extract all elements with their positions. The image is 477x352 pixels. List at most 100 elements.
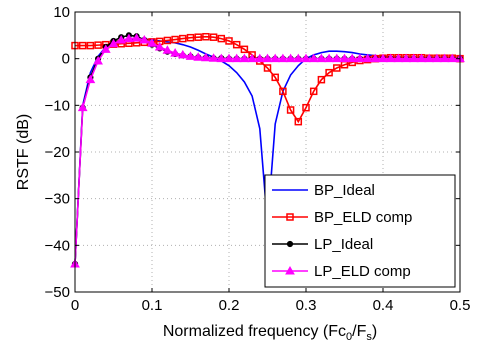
- x-tick-label: 0.5: [450, 297, 471, 314]
- data-point-lp-eld-comp: [193, 52, 204, 61]
- data-point-lp-eld-comp: [347, 53, 358, 63]
- data-point-lp-eld-comp: [301, 53, 311, 63]
- data-point-lp-eld-comp: [147, 38, 157, 47]
- data-point-lp-eld-comp: [355, 53, 365, 63]
- series-layer: [70, 32, 465, 268]
- data-point-lp-eld-comp: [201, 52, 211, 62]
- data-point-lp-eld-comp: [270, 53, 281, 63]
- data-point-lp-eld-comp: [116, 34, 127, 44]
- y-tick-label: −30: [45, 191, 70, 208]
- data-point-bp-eld-comp: [78, 41, 87, 50]
- x-tick-label: 0.1: [142, 297, 163, 314]
- data-point-lp-eld-comp: [401, 53, 411, 63]
- legend-swatch-marker: [285, 265, 295, 275]
- data-point-bp-eld-comp: [194, 33, 202, 41]
- data-point-lp-eld-comp: [254, 53, 265, 63]
- data-point-lp-eld-comp: [108, 38, 119, 48]
- x-axis-title-mid: /F: [352, 323, 366, 340]
- data-point-bp-eld-comp: [232, 40, 241, 49]
- x-tick-label: 0.3: [296, 297, 317, 314]
- data-point-lp-eld-comp: [131, 33, 142, 42]
- series-line-bp-eld-comp: [75, 35, 461, 124]
- data-point-lp-eld-comp: [385, 53, 396, 63]
- data-point-lp-eld-comp: [447, 53, 458, 63]
- data-point-bp-eld-comp: [309, 87, 318, 96]
- data-point-lp-eld-comp: [378, 53, 388, 63]
- data-point-lp-eld-comp: [139, 34, 150, 44]
- y-tick-label: −50: [45, 284, 70, 301]
- legend-swatch-marker: [286, 213, 294, 221]
- data-point-lp-eld-comp: [100, 44, 111, 53]
- data-point-lp-eld-comp: [416, 53, 427, 63]
- data-point-lp-eld-comp: [370, 53, 381, 63]
- y-tick-label: 0: [62, 51, 70, 68]
- data-point-bp-eld-comp: [186, 33, 195, 42]
- data-point-lp-eld-comp: [316, 53, 327, 63]
- data-point-bp-eld-comp: [263, 64, 272, 72]
- data-point-lp-eld-comp: [185, 51, 196, 60]
- data-point-bp-eld-comp: [317, 75, 326, 84]
- data-point-bp-eld-comp: [333, 64, 341, 72]
- data-point-lp-eld-comp: [424, 53, 435, 63]
- data-point-bp-eld-comp: [286, 106, 295, 114]
- legend-item-lp-eld-comp: LP_ELD comp: [272, 263, 411, 280]
- x-tick-label: 0: [71, 297, 79, 314]
- data-point-lp-eld-comp: [208, 53, 219, 62]
- legend-label: LP_ELD comp: [314, 263, 411, 280]
- data-point-lp-eld-comp: [170, 48, 180, 57]
- x-axis-title-sub1: s: [366, 331, 372, 343]
- legend-swatch-marker: [286, 240, 294, 248]
- data-point-bp-eld-comp: [225, 37, 233, 45]
- data-point-bp-eld-comp: [217, 34, 226, 43]
- x-axis-title: Normalized frequency (Fc0/Fs): [163, 323, 377, 343]
- data-point-lp-eld-comp: [216, 53, 227, 63]
- legend-item-lp-ideal: LP_Ideal: [272, 236, 373, 253]
- series-bp-eld-comp: [71, 32, 464, 126]
- data-point-bp-eld-comp: [271, 73, 279, 82]
- legend-item-bp-eld-comp: BP_ELD comp: [272, 209, 412, 226]
- y-tick-label: −10: [45, 97, 70, 114]
- legend: BP_Ideal BP_ELD comp LP_Ideal LP_ELD comp: [264, 174, 456, 288]
- data-point-lp-eld-comp: [77, 102, 88, 112]
- x-tick-label: 0.2: [219, 297, 240, 314]
- data-point-bp-eld-comp: [325, 68, 333, 77]
- data-point-lp-eld-comp: [439, 53, 450, 63]
- data-point-lp-eld-comp: [293, 53, 304, 63]
- data-point-lp-eld-comp: [285, 53, 296, 63]
- legend-label: BP_ELD comp: [314, 209, 412, 226]
- data-point-lp-eld-comp: [224, 53, 234, 63]
- series-lp-eld-comp: [70, 33, 465, 268]
- data-point-bp-eld-comp: [209, 33, 218, 41]
- data-point-lp-eld-comp: [239, 53, 250, 63]
- data-point-lp-eld-comp: [231, 53, 242, 63]
- y-tick-label: −20: [45, 144, 70, 161]
- legend-label: BP_Ideal: [314, 182, 375, 199]
- ticks: 0 0.1 0.2 0.3 0.4 0.5 −50 −40 −30 −20 −10 0 10: [45, 4, 471, 314]
- data-point-lp-eld-comp: [393, 53, 404, 63]
- legend-box: [264, 174, 456, 288]
- data-point-lp-eld-comp: [331, 53, 342, 63]
- data-point-lp-eld-comp: [324, 53, 334, 63]
- data-point-bp-eld-comp: [294, 117, 303, 126]
- data-point-lp-eld-comp: [262, 53, 273, 63]
- data-point-lp-eld-comp: [408, 53, 419, 63]
- data-point-lp-eld-comp: [362, 53, 373, 63]
- data-point-lp-eld-comp: [124, 33, 134, 43]
- data-point-bp-eld-comp: [202, 32, 210, 41]
- x-axis-title-sub0: 0: [346, 331, 352, 343]
- data-point-bp-eld-comp: [279, 87, 287, 96]
- data-point-lp-eld-comp: [177, 49, 188, 59]
- data-point-bp-eld-comp: [240, 45, 249, 54]
- data-point-lp-eld-comp: [93, 55, 103, 65]
- data-point-lp-eld-comp: [308, 53, 319, 63]
- data-point-bp-eld-comp: [171, 35, 179, 44]
- data-point-lp-eld-comp: [162, 45, 173, 54]
- data-point-lp-eld-comp: [339, 53, 350, 63]
- data-point-bp-eld-comp: [179, 34, 187, 43]
- data-point-lp-eld-comp: [278, 53, 288, 63]
- data-point-bp-eld-comp: [163, 36, 172, 45]
- data-point-bp-eld-comp: [94, 41, 102, 49]
- y-tick-label: −40: [45, 237, 70, 254]
- data-point-bp-eld-comp: [86, 41, 95, 50]
